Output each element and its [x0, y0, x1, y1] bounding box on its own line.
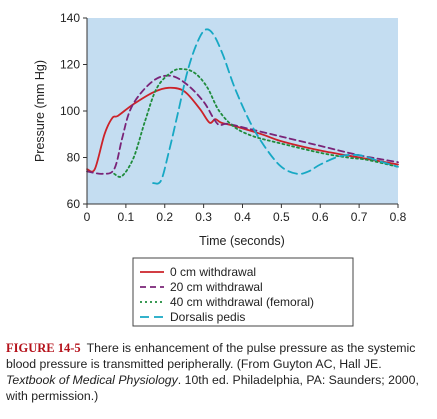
x-tick-label: 0.8: [390, 210, 407, 224]
series-layer: [86, 28, 399, 185]
x-tick-label: 0.3: [195, 210, 212, 224]
x-tick-label: 0.1: [118, 210, 135, 224]
series-line-0-cm-withdrawal: [86, 86, 399, 173]
x-tick-label: 0.2: [156, 210, 173, 224]
legend-label-20-cm-withdrawal: 20 cm withdrawal: [170, 280, 263, 294]
pressure-chart: 0 0.1 0.2 0.3 0.4 0.5 0.6 0.7 0.8 60 80 100 120 140 P…: [33, 11, 407, 327]
x-tick-label: 0.5: [273, 210, 290, 224]
y-tick-label: 100: [60, 104, 80, 118]
plot-background: [87, 18, 398, 204]
figure-label: FIGURE 14-5: [6, 341, 81, 355]
ticks: 0 0.1 0.2 0.3 0.4 0.5 0.6 0.7 0.8 60 80 100 120 140: [60, 11, 407, 224]
series-line-dorsalis-pedis: [152, 28, 399, 185]
y-tick-label: 80: [67, 151, 81, 165]
y-axis-title: Pressure (mm Hg): [33, 60, 47, 162]
figure-caption: FIGURE 14-5 There is enhancement of the p…: [6, 340, 434, 404]
legend-label-0-cm-withdrawal: 0 cm withdrawal: [170, 265, 256, 279]
x-tick-label: 0.7: [351, 210, 368, 224]
series-line-40-cm-withdrawal-femoral: [113, 68, 399, 178]
x-tick-label: 0.6: [312, 210, 329, 224]
x-tick-label: 0: [84, 210, 91, 224]
caption-book-title: Textbook of Medical Physiology: [6, 373, 178, 387]
x-axis-title: Time (seconds): [199, 234, 285, 248]
caption-text: There is enhancement of the pulse pressu…: [6, 341, 416, 371]
legend-box: [132, 257, 354, 327]
series-line-20-cm-withdrawal: [86, 74, 399, 175]
legend-label-40-cm-withdrawal-femoral: 40 cm withdrawal (femoral): [170, 295, 314, 309]
y-tick-label: 120: [60, 58, 80, 72]
caption-text-end: . 10th ed. Philadelphia, PA: Saunders; 2…: [6, 373, 419, 403]
legend-label-dorsalis-pedis: Dorsalis pedis: [170, 310, 245, 324]
x-tick-label: 0.4: [234, 210, 251, 224]
y-tick-label: 60: [67, 197, 81, 211]
y-tick-label: 140: [60, 11, 80, 25]
